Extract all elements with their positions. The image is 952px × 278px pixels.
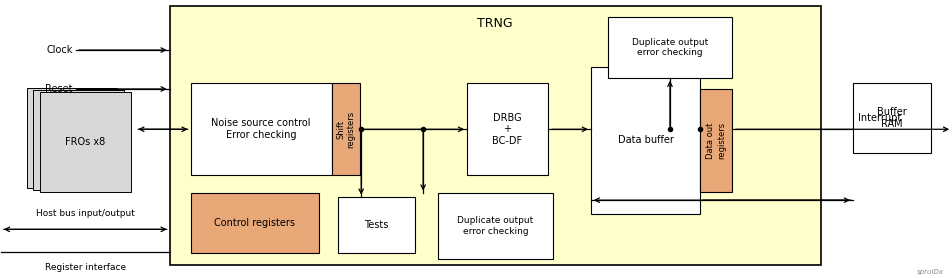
Bar [33, 90, 124, 190]
Text: spruiDx: spruiDx [916, 269, 942, 275]
Bar [338, 197, 414, 253]
Text: Tests: Tests [364, 220, 388, 230]
Text: Interrupt: Interrupt [857, 113, 900, 123]
Bar [438, 193, 552, 259]
Bar [190, 193, 319, 253]
Bar [607, 17, 731, 78]
Text: Duplicate output
error checking: Duplicate output error checking [631, 38, 707, 57]
Text: Data out
registers: Data out registers [705, 122, 725, 159]
Bar [466, 83, 547, 175]
Text: Register interface: Register interface [45, 263, 127, 272]
Bar [190, 83, 331, 175]
Text: TRNG: TRNG [477, 17, 512, 30]
Bar [169, 6, 820, 265]
Bar [590, 67, 700, 214]
Text: Noise source control
Error checking: Noise source control Error checking [211, 118, 310, 140]
Text: Buffer
RAM: Buffer RAM [876, 107, 906, 129]
Bar [852, 83, 930, 153]
Bar [27, 88, 117, 188]
Text: DRBG
+
BC-DF: DRBG + BC-DF [492, 113, 522, 146]
Text: Host bus input/output: Host bus input/output [36, 209, 135, 218]
Text: Control registers: Control registers [214, 218, 295, 228]
Text: Clock: Clock [46, 45, 72, 55]
Bar [331, 83, 360, 175]
Text: Data buffer: Data buffer [617, 135, 673, 145]
Text: FROs x8: FROs x8 [65, 137, 106, 147]
Bar [700, 89, 731, 192]
Bar [40, 92, 130, 192]
Text: Shift
registers: Shift registers [336, 111, 355, 148]
Text: Reset: Reset [45, 84, 72, 94]
Text: Duplicate output
error checking: Duplicate output error checking [457, 216, 533, 235]
